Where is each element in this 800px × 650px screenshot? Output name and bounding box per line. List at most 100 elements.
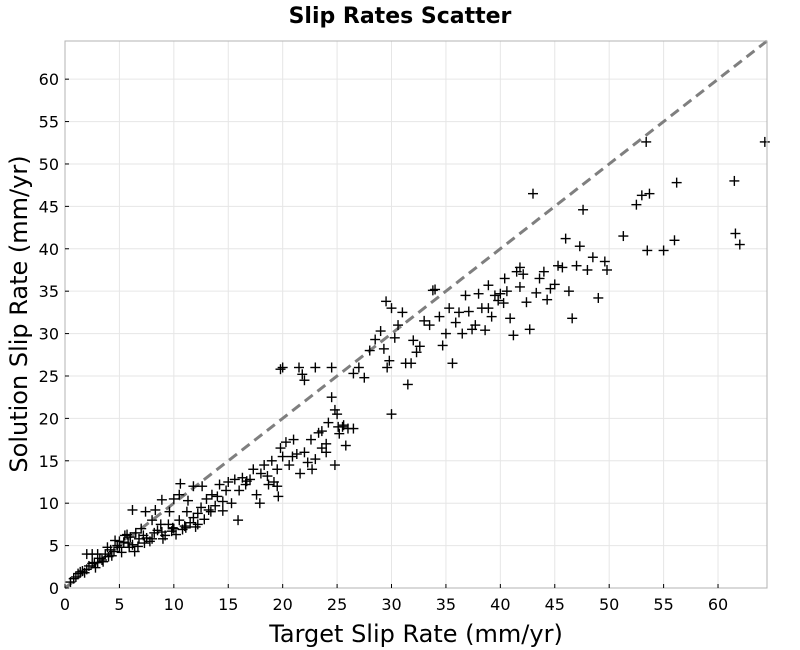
data-point: [447, 358, 458, 369]
x-axis-label: Target Slip Rate (mm/yr): [268, 620, 563, 648]
data-point: [444, 303, 455, 314]
data-point: [156, 527, 167, 538]
data-point: [332, 409, 343, 420]
data-point: [212, 491, 223, 502]
data-point: [326, 362, 337, 373]
data-point: [79, 567, 90, 578]
data-point: [636, 190, 647, 201]
x-tick-label: 15: [218, 595, 238, 614]
x-tick-label: 5: [114, 595, 124, 614]
data-point: [291, 449, 302, 460]
data-point: [521, 297, 532, 308]
data-point: [437, 340, 448, 351]
data-point: [669, 235, 680, 246]
data-point: [470, 320, 481, 331]
data-point: [514, 262, 525, 273]
data-point: [495, 288, 506, 299]
y-tick-label: 15: [39, 452, 59, 471]
data-point: [538, 266, 549, 277]
data-point: [528, 188, 538, 199]
data-point: [140, 506, 151, 517]
data-point: [150, 504, 161, 515]
data-point: [424, 320, 435, 331]
data-point: [759, 136, 770, 147]
data-point: [414, 341, 425, 352]
data-point: [599, 256, 610, 267]
data-point: [89, 557, 100, 568]
data-point: [167, 522, 178, 533]
data-point: [310, 362, 321, 373]
data-point: [473, 288, 484, 299]
data-point: [348, 368, 359, 379]
x-tick-label: 50: [599, 595, 619, 614]
data-point: [602, 264, 613, 275]
data-point: [152, 525, 163, 536]
data-point: [333, 421, 344, 432]
data-point: [316, 426, 327, 437]
data-point: [130, 527, 141, 538]
data-point: [119, 530, 130, 541]
data-point: [364, 345, 375, 356]
data-point: [81, 549, 92, 560]
data-point: [480, 325, 491, 336]
data-point: [499, 273, 510, 284]
x-tick-label: 10: [164, 595, 184, 614]
data-point: [734, 239, 745, 250]
data-point: [326, 392, 337, 403]
y-tick-label: 55: [39, 113, 59, 132]
data-point: [489, 290, 500, 301]
y-tick-label: 40: [39, 240, 59, 259]
data-point: [542, 294, 553, 305]
data-point: [419, 315, 430, 326]
data-point: [518, 269, 529, 280]
data-point: [112, 540, 123, 551]
data-point: [77, 566, 88, 577]
data-point: [197, 481, 208, 492]
data-point: [182, 495, 193, 506]
data-point: [217, 496, 228, 507]
data-point: [582, 264, 593, 275]
data-point: [560, 233, 571, 244]
data-point: [98, 556, 109, 567]
data-point: [179, 521, 190, 532]
data-point: [294, 362, 304, 373]
data-point: [254, 498, 265, 509]
data-point: [192, 508, 203, 519]
data-point: [299, 447, 310, 458]
data-point: [229, 474, 240, 485]
data-point: [440, 328, 451, 339]
data-point: [90, 562, 101, 573]
data-point: [307, 464, 318, 475]
data-point: [234, 485, 245, 496]
data-point: [353, 362, 364, 373]
data-point: [321, 447, 332, 458]
data-point: [411, 347, 422, 358]
data-point: [501, 286, 512, 297]
plot-frame: [64, 40, 768, 589]
data-point: [122, 529, 133, 540]
data-point: [277, 451, 288, 462]
data-point: [180, 522, 191, 533]
data-point: [571, 260, 582, 271]
y-tick-label: 50: [39, 155, 59, 174]
x-tick-label: 30: [381, 595, 401, 614]
x-tick-label: 55: [653, 595, 673, 614]
y-tick-label: 10: [39, 494, 59, 513]
y-tick-label: 60: [39, 70, 59, 89]
x-tick-label: 20: [272, 595, 292, 614]
data-point: [223, 476, 234, 487]
data-point: [206, 489, 217, 500]
data-point: [498, 298, 509, 309]
data-point: [73, 568, 84, 579]
data-point: [68, 573, 79, 584]
data-point: [729, 175, 740, 186]
data-point: [531, 287, 542, 298]
data-point: [190, 521, 201, 532]
data-point: [430, 284, 441, 295]
data-point: [486, 311, 497, 322]
data-point: [450, 317, 461, 328]
x-tick-label: 0: [60, 595, 70, 614]
data-point: [553, 260, 564, 271]
data-point: [127, 504, 138, 515]
data-point: [248, 464, 259, 475]
